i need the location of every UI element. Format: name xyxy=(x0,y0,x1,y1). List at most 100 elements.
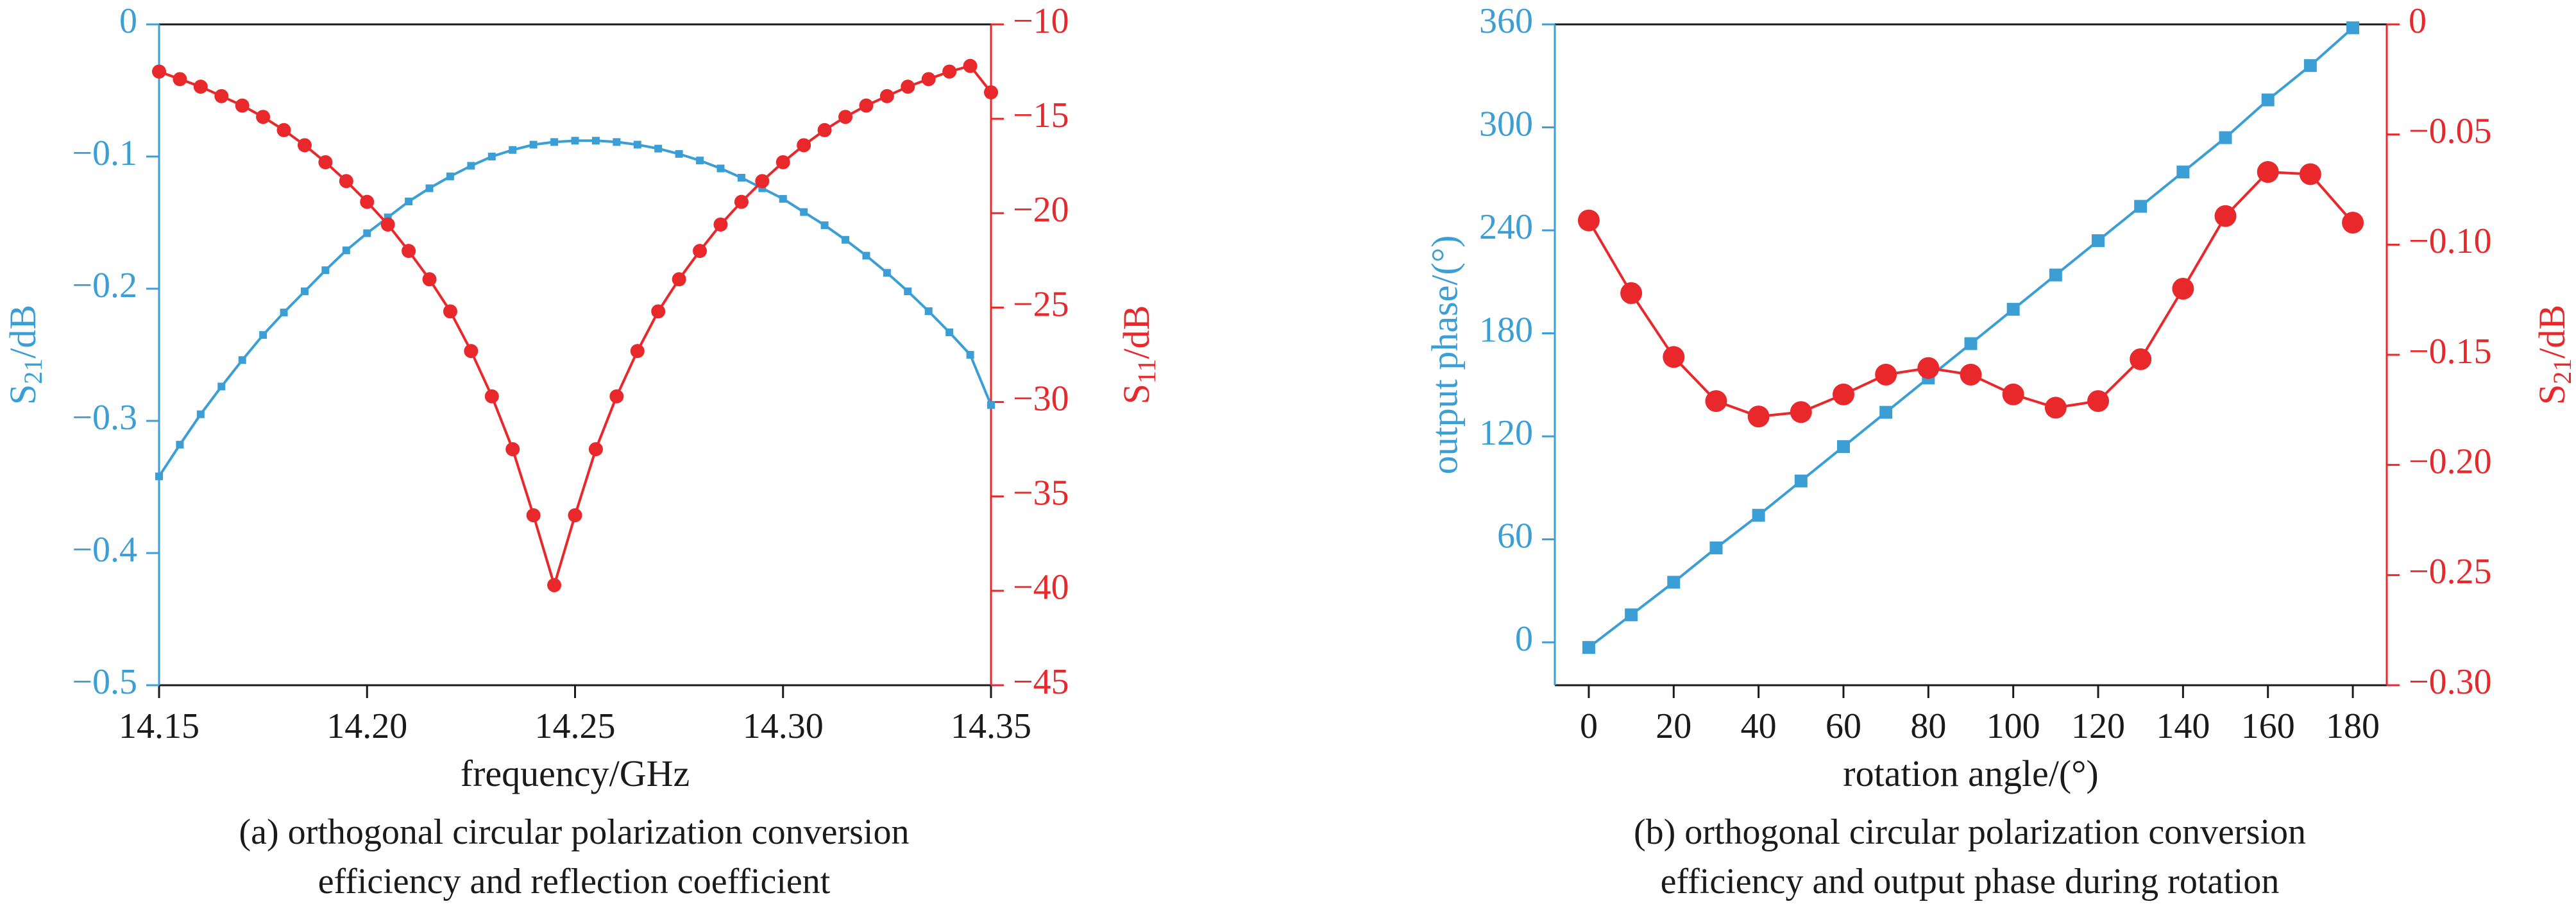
data-point-s11 xyxy=(797,138,811,153)
data-point-s11 xyxy=(526,508,541,523)
data-point-s21 xyxy=(800,208,808,216)
data-point-s11 xyxy=(693,244,708,259)
left-axis-title: S21/dB xyxy=(2,305,47,405)
data-point-s11 xyxy=(568,508,582,523)
data-point-s21 xyxy=(467,162,475,170)
x-tick-label: 120 xyxy=(2071,706,2125,746)
chart-panel-b: 0 20 40 60 80 100 120 140 160 180 0 60 120 180 240 300 3… xyxy=(1423,1,2576,901)
right-y-tick-label: −0.30 xyxy=(2409,662,2492,702)
x-tick-label: 14.35 xyxy=(951,706,1031,746)
data-point-s11 xyxy=(651,304,666,319)
data-point-output-phase xyxy=(1794,474,1808,488)
data-point-s11 xyxy=(859,98,874,113)
data-point-s11 xyxy=(339,174,353,189)
left-y-tick-label: −0.5 xyxy=(72,662,137,702)
data-point-s11 xyxy=(879,89,894,103)
data-point-s21 xyxy=(945,328,954,336)
data-point-s21 xyxy=(1577,209,1600,232)
data-point-output-phase xyxy=(1964,337,1978,350)
data-point-s21 xyxy=(987,401,995,409)
data-point-s21 xyxy=(842,235,850,244)
data-point-s21 xyxy=(280,309,288,317)
data-point-s21 xyxy=(342,246,350,255)
data-point-s21 xyxy=(363,229,371,237)
data-point-output-phase xyxy=(2346,21,2360,35)
x-tick-label: 20 xyxy=(1656,706,1691,746)
x-tick-label: 160 xyxy=(2241,706,2295,746)
left-y-tick-label: 240 xyxy=(1479,207,1533,247)
right-y-tick-label: −40 xyxy=(1013,568,1069,608)
right-axis-title: S21/dB xyxy=(2531,305,2576,405)
left-y-tick-label: −0.2 xyxy=(72,266,137,305)
data-point-s11 xyxy=(630,344,645,359)
data-point-s21 xyxy=(446,172,454,180)
data-point-s21 xyxy=(779,194,787,203)
left-y-tick-label: 60 xyxy=(1497,516,1533,556)
data-point-s21 xyxy=(550,138,559,146)
data-point-output-phase xyxy=(2049,268,2062,282)
data-point-s21 xyxy=(883,269,891,277)
data-point-s21 xyxy=(196,410,205,418)
data-point-s21 xyxy=(1875,363,1897,386)
x-tick-label: 14.25 xyxy=(535,706,616,746)
data-point-s21 xyxy=(820,221,829,230)
data-point-s21 xyxy=(238,356,246,364)
x-axis-title: frequency/GHz xyxy=(461,753,690,794)
data-point-s21 xyxy=(1620,282,1643,304)
left-axis-title: output phase/(°) xyxy=(1423,235,1465,475)
data-point-s11 xyxy=(734,194,749,209)
chart-panel-a: 14.15 14.20 14.25 14.30 14.35 0 −0.1 −0.2 −0.3 −0… xyxy=(2,1,1161,901)
x-tick-label: 60 xyxy=(1826,706,1861,746)
data-point-s11 xyxy=(193,80,208,94)
data-point-s11 xyxy=(547,578,562,593)
data-point-output-phase xyxy=(2219,131,2232,144)
data-point-s11 xyxy=(505,442,520,457)
data-point-s11 xyxy=(235,98,250,113)
data-point-output-phase xyxy=(1836,440,1850,454)
data-point-output-phase xyxy=(1625,608,1638,622)
data-point-s21 xyxy=(591,137,600,145)
data-point-s11 xyxy=(152,64,166,79)
data-point-s21 xyxy=(1790,401,1812,423)
data-point-s11 xyxy=(588,442,603,457)
data-point-s21 xyxy=(2299,163,2321,185)
data-point-s21 xyxy=(2130,348,2152,370)
data-point-s21 xyxy=(2087,390,2110,413)
x-tick-label: 80 xyxy=(1910,706,1946,746)
data-point-s11 xyxy=(901,80,915,94)
data-point-s21 xyxy=(2172,278,2194,300)
data-point-s21 xyxy=(654,144,663,153)
data-point-s11 xyxy=(297,138,312,153)
data-point-s21 xyxy=(1663,346,1685,368)
caption-line-2: efficiency and reflection coefficient xyxy=(318,862,831,901)
left-y-tick-label: 0 xyxy=(119,1,137,41)
data-point-s21 xyxy=(1832,383,1854,405)
data-point-s11 xyxy=(173,72,187,87)
data-point-s21 xyxy=(716,164,725,173)
data-point-s21 xyxy=(405,198,413,206)
right-y-tick-label: −35 xyxy=(1013,474,1069,513)
data-point-s21 xyxy=(155,472,163,481)
data-point-s11 xyxy=(402,244,416,259)
left-y-tick-label: −0.1 xyxy=(72,133,137,173)
x-tick-label: 140 xyxy=(2156,706,2210,746)
x-tick-label: 14.20 xyxy=(326,706,407,746)
right-y-tick-label: −15 xyxy=(1013,96,1069,135)
data-point-s21 xyxy=(924,307,933,316)
data-point-output-phase xyxy=(1752,509,1765,522)
data-point-s21 xyxy=(487,153,496,160)
data-point-s21 xyxy=(217,382,226,391)
right-y-tick-label: −45 xyxy=(1013,662,1069,702)
caption-line-1: (a) orthogonal circular polarization con… xyxy=(239,812,910,852)
left-y-tick-label: −0.4 xyxy=(72,530,137,570)
data-point-s21 xyxy=(300,287,309,296)
right-y-tick-label: −25 xyxy=(1013,284,1069,324)
left-y-tick-label: 180 xyxy=(1479,310,1533,350)
caption-line-1: (b) orthogonal circular polarization con… xyxy=(1634,812,2306,852)
data-point-output-phase xyxy=(2261,93,2275,107)
data-point-s11 xyxy=(672,272,686,287)
data-point-output-phase xyxy=(1582,641,1595,654)
data-point-s21 xyxy=(633,141,641,149)
